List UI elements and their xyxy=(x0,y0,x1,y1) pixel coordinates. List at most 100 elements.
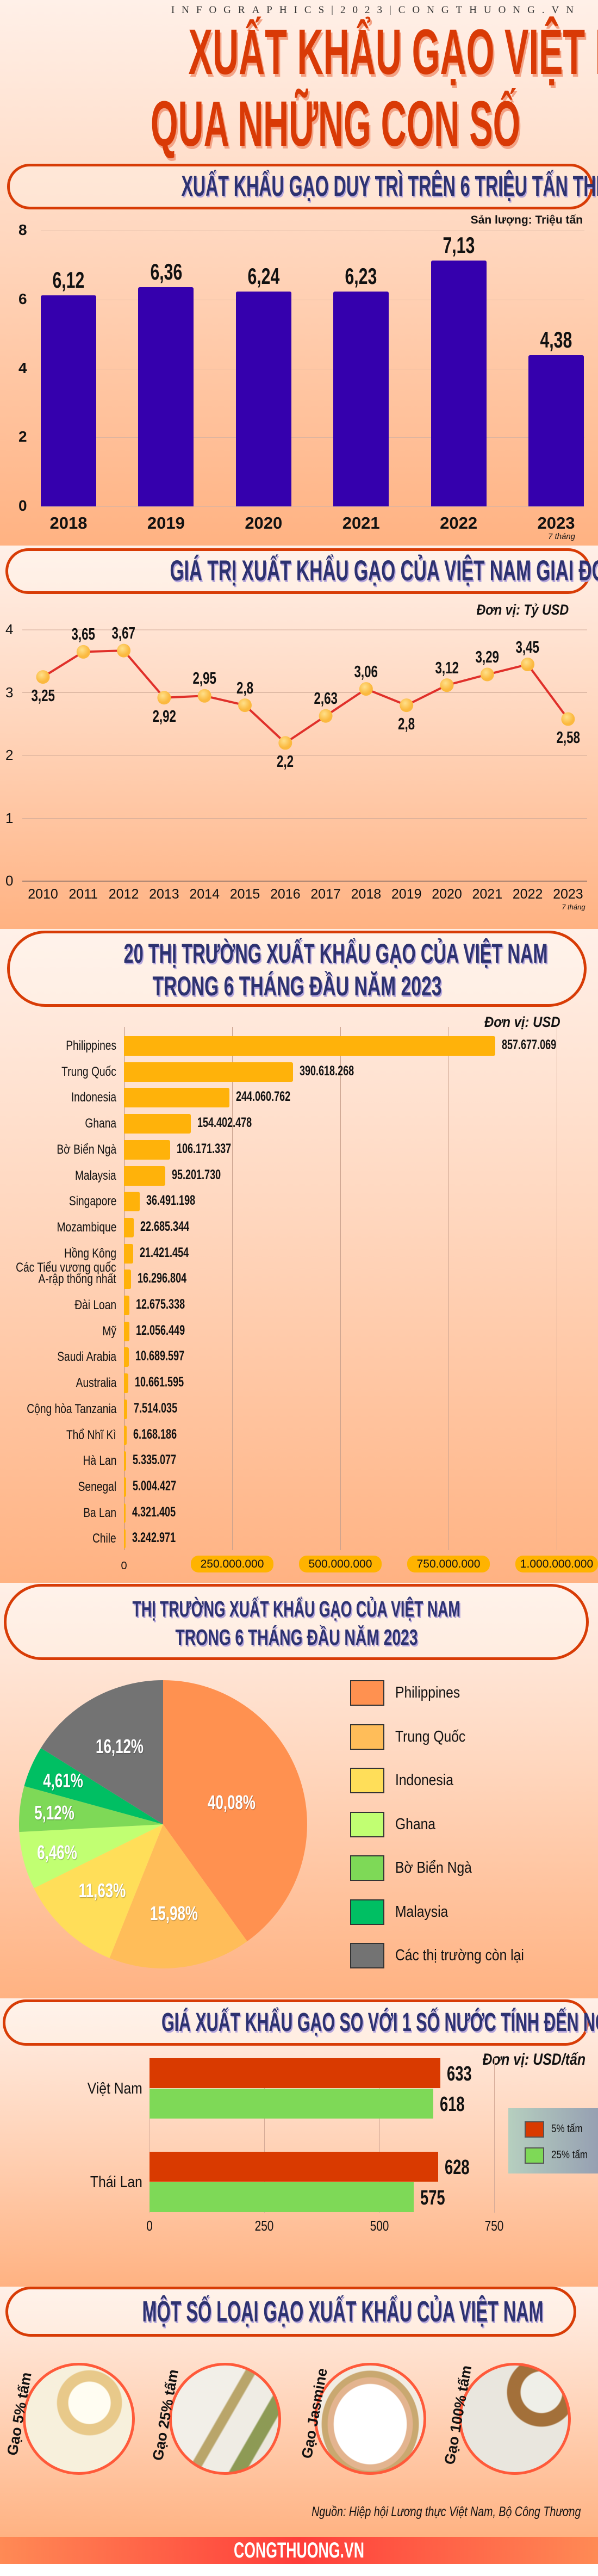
gridline xyxy=(494,2058,495,2213)
pie-percent-label: 16,12% xyxy=(96,1735,144,1758)
legend-swatch-cac-thi-truong-con-lai xyxy=(350,1943,384,1968)
market-share-pie-chart xyxy=(19,1680,307,1968)
x-tick-label: 2015 xyxy=(229,887,260,902)
category-label: Mỹ xyxy=(102,1323,116,1339)
x-tick-label: 2010 xyxy=(28,887,58,902)
x-tick-label: 750 xyxy=(484,2218,504,2234)
section-title-pill: GIÁ XUẤT KHẨU GẠO SO VỚI 1 SỐ NƯỚC TÍNH … xyxy=(3,1999,598,2046)
x-tick-label: 0 xyxy=(146,2218,153,2234)
y-tick-label: 4 xyxy=(5,621,14,637)
value-label: 628 xyxy=(444,2156,470,2179)
legend-label: Ghana xyxy=(395,1815,436,1833)
category-label: Việt Nam xyxy=(88,2080,142,2097)
value-label: 16.296.804 xyxy=(137,1271,187,1286)
y-tick-label: 4 xyxy=(18,359,27,376)
data-label: 2,8 xyxy=(236,678,254,697)
category-label: Australia xyxy=(76,1376,116,1391)
value-label: 154.402.478 xyxy=(197,1115,252,1131)
data-point-2010 xyxy=(36,670,50,684)
category-label: Các Tiểu vương quốc A-rập thống nhất xyxy=(16,1260,116,1287)
bar-cac-tieu-vuong-quoc-a-rap-thong-nhat xyxy=(124,1270,131,1290)
section-export-volume xyxy=(0,0,598,546)
bar-thai-lan-5-tam xyxy=(149,2152,438,2182)
legend-label: 25% tấm xyxy=(551,2149,588,2161)
pie-slice-ghana xyxy=(19,1824,164,1888)
category-label: Đài Loan xyxy=(74,1298,116,1312)
gridline xyxy=(232,1027,233,1550)
bar-indonesia xyxy=(124,1088,230,1108)
value-label: 7.514.035 xyxy=(133,1400,178,1416)
chart3-title-line1: 20 THỊ TRƯỜNG XUẤT KHẨU GẠO CỦA VIỆT NAM xyxy=(123,938,548,969)
data-label: 3,29 xyxy=(475,647,500,666)
series-line xyxy=(42,649,569,744)
category-label: Senegal xyxy=(78,1479,116,1494)
data-point-2019 xyxy=(400,698,414,713)
chart1-unit: Sản lượng: Triệu tấn xyxy=(470,214,583,226)
legend-label: Philippines xyxy=(395,1684,460,1701)
bar-ba-lan xyxy=(124,1503,126,1523)
bar-philippines xyxy=(124,1036,495,1056)
x-tick-note: 7 tháng xyxy=(562,903,585,911)
chart1-title: XUẤT KHẨU GẠO DUY TRÌ TRÊN 6 TRIỆU TẤN T… xyxy=(181,170,598,202)
x-tick-label: 0 xyxy=(121,1560,127,1572)
category-label: Philippines xyxy=(66,1038,116,1053)
value-label: 857.677.069 xyxy=(501,1037,556,1052)
value-label: 10.689.597 xyxy=(135,1348,184,1364)
pie-percent-label: 6,46% xyxy=(37,1841,77,1864)
bar-dai-loan xyxy=(124,1296,130,1315)
x-tick-label: 2018 xyxy=(49,513,88,532)
chart2-unit: Đơn vị: Tỷ USD xyxy=(476,602,569,618)
x-tick-label: 2021 xyxy=(342,513,380,532)
chart4-title-line2: TRONG 6 THÁNG ĐẦU NĂM 2023 xyxy=(175,1625,418,1650)
gridline xyxy=(41,437,584,438)
bar-chile xyxy=(124,1529,126,1549)
y-tick-label: 0 xyxy=(18,497,27,514)
legend-swatch-5-tam xyxy=(525,2121,544,2138)
bar-my xyxy=(124,1321,129,1341)
footer-bar: CONGTHUONG.VN xyxy=(0,2537,598,2564)
main-title-line2: QUA NHỮNG CON SỐ xyxy=(151,88,521,160)
category-label: Saudi Arabia xyxy=(57,1349,116,1365)
bar-tho-nhi-ki xyxy=(124,1425,127,1445)
legend-label: Indonesia xyxy=(395,1772,453,1789)
x-tick-label: 750.000.000 xyxy=(407,1556,490,1572)
value-label: 6,36 xyxy=(149,258,182,284)
category-label: Chile xyxy=(92,1531,116,1546)
legend-swatch-philippines xyxy=(350,1680,384,1706)
value-label: 390.618.268 xyxy=(299,1063,354,1079)
x-tick-label: 500.000.000 xyxy=(299,1556,382,1572)
gridline xyxy=(448,1027,449,1550)
data-label: 2,63 xyxy=(314,689,338,708)
legend-swatch-25-tam xyxy=(525,2147,544,2164)
section-export-value xyxy=(0,546,598,929)
x-tick-label: 2018 xyxy=(351,887,382,902)
x-tick-label: 2022 xyxy=(440,513,478,532)
footer-brand[interactable]: CONGTHUONG.VN xyxy=(234,2538,364,2562)
chart4-title-line1: THỊ TRƯỜNG XUẤT KHẨU GẠO CỦA VIỆT NAM xyxy=(132,1596,460,1621)
data-point-2022 xyxy=(521,658,535,672)
value-label: 575 xyxy=(420,2187,445,2209)
y-tick-label: 3 xyxy=(5,684,14,701)
y-tick-label: 2 xyxy=(5,747,14,763)
value-label: 5.335.077 xyxy=(133,1452,177,1468)
data-point-2013 xyxy=(157,691,171,705)
data-label: 2,92 xyxy=(152,706,176,726)
x-tick-label: 2013 xyxy=(149,887,179,902)
rice-image-jasmine xyxy=(314,2363,426,2475)
source-note: Nguồn: Hiệp hội Lương thực Việt Nam, Bộ … xyxy=(311,2504,581,2519)
category-label: Hồng Kông xyxy=(64,1246,116,1261)
bar-cong-hoa-tanzania xyxy=(124,1399,127,1419)
category-label: Thái Lan xyxy=(90,2174,142,2191)
rice-image-25pct xyxy=(169,2363,281,2475)
category-label: Ghana xyxy=(85,1116,116,1131)
value-label: 5.004.427 xyxy=(132,1478,177,1494)
gridline xyxy=(340,1027,341,1550)
chart2-title: GIÁ TRỊ XUẤT KHẨU GẠO CỦA VIỆT NAM GIAI … xyxy=(170,555,598,587)
legend-label: Các thị trường còn lại xyxy=(395,1947,524,1964)
pie-slice-bo-bien-nga xyxy=(19,1786,164,1832)
section-title-pill: XUẤT KHẨU GẠO DUY TRÌ TRÊN 6 TRIỆU TẤN T… xyxy=(7,164,598,209)
value-label: 7,13 xyxy=(443,232,475,258)
legend-box xyxy=(508,2108,598,2174)
data-point-2012 xyxy=(117,643,131,658)
